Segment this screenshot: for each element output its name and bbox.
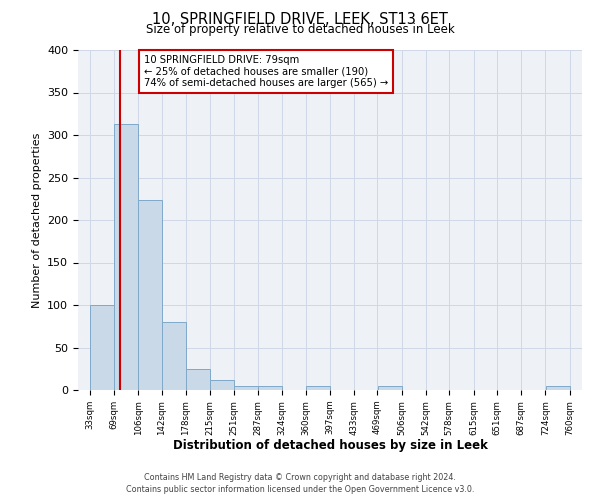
Bar: [114, 124, 138, 390]
Text: 10 SPRINGFIELD DRIVE: 79sqm
← 25% of detached houses are smaller (190)
74% of se: 10 SPRINGFIELD DRIVE: 79sqm ← 25% of det…: [143, 55, 388, 88]
Y-axis label: Number of detached properties: Number of detached properties: [32, 132, 41, 308]
Bar: [139, 200, 163, 390]
Bar: [186, 369, 210, 390]
Bar: [210, 380, 234, 390]
Bar: [545, 386, 569, 390]
Text: Size of property relative to detached houses in Leek: Size of property relative to detached ho…: [146, 22, 454, 36]
Bar: [377, 386, 401, 390]
Bar: [234, 386, 258, 390]
Text: 10, SPRINGFIELD DRIVE, LEEK, ST13 6ET: 10, SPRINGFIELD DRIVE, LEEK, ST13 6ET: [152, 12, 448, 28]
Text: Contains HM Land Registry data © Crown copyright and database right 2024.
Contai: Contains HM Land Registry data © Crown c…: [126, 472, 474, 494]
Bar: [258, 386, 282, 390]
Bar: [162, 322, 186, 390]
Bar: [91, 305, 115, 390]
Bar: [306, 386, 330, 390]
X-axis label: Distribution of detached houses by size in Leek: Distribution of detached houses by size …: [173, 439, 487, 452]
